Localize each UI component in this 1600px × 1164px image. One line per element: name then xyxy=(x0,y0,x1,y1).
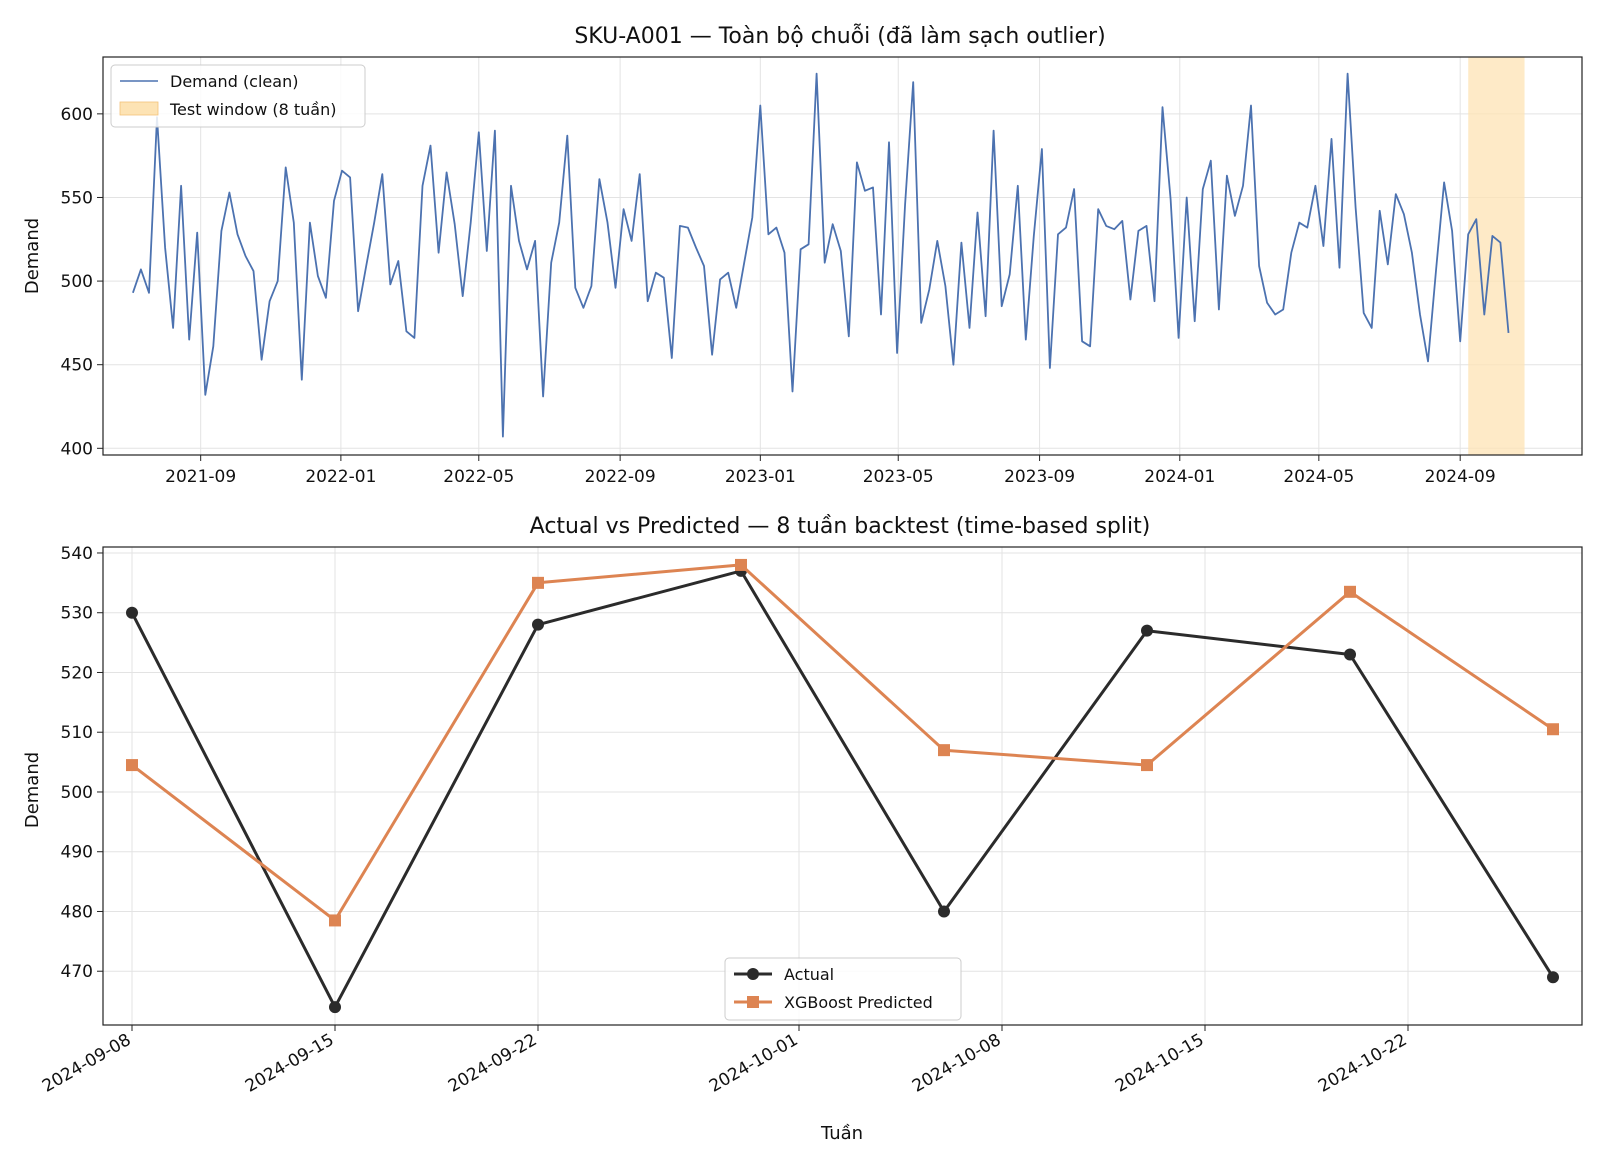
chart-1-legend-box xyxy=(110,64,366,128)
chart-2-legend-predicted-marker xyxy=(747,996,759,1008)
chart-1-x-tick-label: 2023-09 xyxy=(1004,467,1075,487)
chart-2-actual-point xyxy=(1141,624,1153,637)
chart-1-y-tick-label: 600 xyxy=(61,105,93,125)
chart-2-predicted-point xyxy=(1344,585,1356,598)
chart-2-predicted-point xyxy=(532,576,544,589)
chart-1-test-window-band xyxy=(1468,57,1525,455)
chart-2-predicted-point xyxy=(735,558,747,571)
chart-2-actual-point xyxy=(1547,971,1559,984)
chart-2-predicted-line xyxy=(131,563,1554,922)
chart-1-title: SKU-A001 — Toàn bộ chuỗi (đã làm sạch ou… xyxy=(574,23,1105,49)
chart-1-x-tick-label: 2024-09 xyxy=(1425,467,1496,487)
chart-1-y-tick-label: 450 xyxy=(61,356,93,376)
chart-1-y-tick-label: 550 xyxy=(61,188,93,208)
chart-2-legend-actual-marker xyxy=(747,968,759,980)
chart-2-y-tick-label: 490 xyxy=(61,843,93,863)
chart-2-predicted-point xyxy=(126,759,138,772)
chart-2-legend: Actual XGBoost Predicted xyxy=(724,957,962,1021)
chart-2-y-tick-label: 510 xyxy=(61,723,93,743)
chart-2-y-tick-label: 470 xyxy=(61,962,93,982)
chart-2-y-tick-label: 530 xyxy=(61,604,93,624)
chart-2-y-tick-label: 480 xyxy=(61,902,93,922)
chart-1-demand-line xyxy=(132,72,1510,438)
chart-2-legend-actual-label: Actual xyxy=(784,965,834,984)
chart-2-actual-point xyxy=(532,618,544,631)
chart-1-x-tick-label: 2022-05 xyxy=(443,467,514,487)
chart-1-x-tick-label: 2023-05 xyxy=(863,467,934,487)
chart-2-actual-point xyxy=(126,606,138,619)
chart-2-legend-predicted-label: XGBoost Predicted xyxy=(784,993,933,1012)
chart-1-legend-region-swatch xyxy=(119,101,159,116)
chart-1-y-tick-label: 400 xyxy=(61,439,93,459)
chart-1-legend: Demand (clean) Test window (8 tuần) xyxy=(110,64,366,128)
chart-2-x-axis-label: Tuần xyxy=(820,1123,863,1144)
chart-2-actual-point xyxy=(938,905,950,918)
chart-2-series-layer xyxy=(126,558,1559,1014)
chart-2-predicted-point xyxy=(938,744,950,757)
chart-1-x-tick-label: 2024-01 xyxy=(1144,467,1215,487)
chart-2-y-ticks: 470 480 490 500 510 520 530 540 xyxy=(61,544,103,982)
chart-1-y-tick-label: 500 xyxy=(61,272,93,292)
chart-1-x-tick-label: 2022-01 xyxy=(305,467,376,487)
chart-2-actual-point xyxy=(329,1001,341,1014)
chart-2-y-tick-label: 540 xyxy=(61,544,93,564)
full-series-chart: SKU-A001 — Toàn bộ chuỗi (đã làm sạch ou… xyxy=(22,23,1583,487)
chart-2-legend-box xyxy=(724,957,962,1021)
chart-2-y-tick-label: 520 xyxy=(61,663,93,683)
chart-1-frame xyxy=(102,56,1583,456)
chart-1-x-tick-label: 2023-01 xyxy=(725,467,796,487)
chart-1-legend-series-label: Demand (clean) xyxy=(170,72,298,91)
chart-1-series-layer xyxy=(132,72,1510,438)
chart-2-actual-point xyxy=(1344,648,1356,661)
chart-2-y-tick-label: 500 xyxy=(61,783,93,803)
chart-1-test-window-region xyxy=(1468,57,1525,455)
chart-2-frame xyxy=(102,546,1583,1026)
chart-2-y-axis-label: Demand xyxy=(22,752,43,828)
chart-1-x-tick-label: 2021-09 xyxy=(165,467,236,487)
chart-2-predicted-point xyxy=(329,914,341,927)
chart-2-grid xyxy=(103,547,1582,1025)
chart-2-predicted-point xyxy=(1141,759,1153,772)
chart-1-x-ticks: 2021-09 2022-01 2022-05 2022-09 2023-01 2023-… xyxy=(165,455,1496,487)
chart-1-x-tick-label: 2022-09 xyxy=(585,467,656,487)
chart-2-title: Actual vs Predicted — 8 tuần backtest (t… xyxy=(530,514,1151,539)
chart-2-predicted-point xyxy=(1547,723,1559,736)
chart-1-y-ticks: 400 450 500 550 600 xyxy=(61,105,103,459)
chart-2-actual-line xyxy=(130,569,1555,1009)
chart-1-y-axis-label: Demand xyxy=(22,218,43,294)
chart-1-x-tick-label: 2024-05 xyxy=(1283,467,1354,487)
chart-1-legend-region-label: Test window (8 tuần) xyxy=(169,100,337,119)
